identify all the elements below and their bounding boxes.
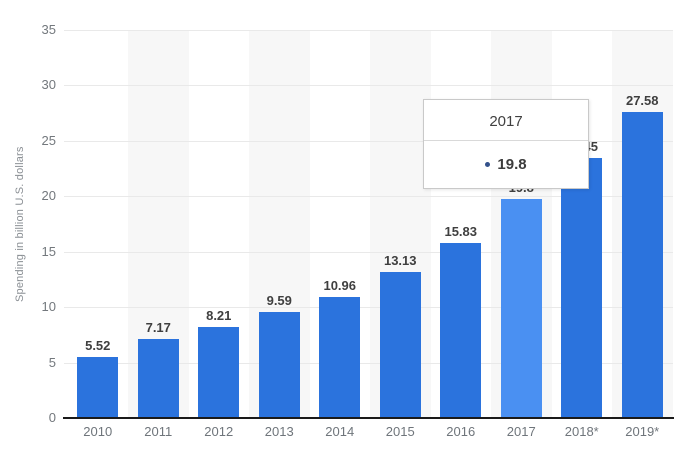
x-tick-label-2013: 2013 xyxy=(264,424,294,439)
x-tick-label-2017: 2017 xyxy=(506,424,536,439)
y-tick-label-35: 35 xyxy=(41,22,56,37)
bar-value-label-2010: 5.52 xyxy=(85,337,111,353)
gridline-20 xyxy=(63,196,673,198)
x-tick-label-2019*: 2019* xyxy=(625,424,660,439)
y-tick-label-5: 5 xyxy=(48,354,56,370)
x-tick-label-2010: 2010 xyxy=(83,424,113,439)
bar-2014[interactable] xyxy=(319,296,361,418)
bar-value-label-2016: 15.83 xyxy=(444,223,478,239)
y-tick-label-30: 30 xyxy=(41,77,56,93)
bar-value-label-2014: 10.96 xyxy=(323,277,357,293)
bar-2010[interactable] xyxy=(77,356,119,418)
y-tick-label-20: 20 xyxy=(41,188,56,204)
gridline-30 xyxy=(63,85,673,87)
bar-2012[interactable] xyxy=(198,326,240,418)
bar-2016[interactable] xyxy=(440,242,482,418)
bar-value-label-2019*: 27.58 xyxy=(625,93,659,109)
x-tick-label-2011: 2011 xyxy=(144,424,173,439)
tooltip-value: 19.8 xyxy=(497,156,527,173)
gridline-15 xyxy=(63,251,673,253)
bar-2015[interactable] xyxy=(379,272,421,418)
bar-2013[interactable] xyxy=(258,311,300,418)
tooltip-series-marker-icon xyxy=(485,162,491,167)
bar-value-label-2012: 8.21 xyxy=(206,307,232,323)
x-tick-label-2016: 2016 xyxy=(446,424,476,439)
x-tick-label-2015: 2015 xyxy=(385,424,415,439)
bar-2018*[interactable] xyxy=(561,158,603,418)
gridline-35 xyxy=(63,30,673,31)
bar-2017[interactable] xyxy=(500,198,542,418)
gridline-5 xyxy=(63,362,673,364)
bar-2011[interactable] xyxy=(137,338,179,418)
gridline-25 xyxy=(63,140,673,142)
x-tick-label-2014: 2014 xyxy=(325,424,355,439)
tooltip-title: 2017 xyxy=(489,113,523,130)
x-tick-label-2018*: 2018* xyxy=(564,424,599,439)
bar-value-label-2011: 7.17 xyxy=(145,319,171,335)
y-tick-label-25: 25 xyxy=(41,132,56,148)
tooltip: 2017 19.8 xyxy=(423,99,589,189)
bar-2019*[interactable] xyxy=(621,112,663,418)
bar-value-label-2013: 9.59 xyxy=(266,292,292,308)
y-tick-label-15: 15 xyxy=(41,243,56,259)
x-tick-label-2012: 2012 xyxy=(204,424,234,439)
x-axis-line xyxy=(63,417,674,419)
y-tick-label-10: 10 xyxy=(41,299,56,315)
bar-value-label-2015: 13.13 xyxy=(383,253,417,269)
gridline-10 xyxy=(63,307,673,309)
tooltip-value-row: 19.8 xyxy=(424,156,588,173)
y-tick-label-0: 0 xyxy=(48,410,56,425)
tooltip-divider xyxy=(424,140,588,141)
